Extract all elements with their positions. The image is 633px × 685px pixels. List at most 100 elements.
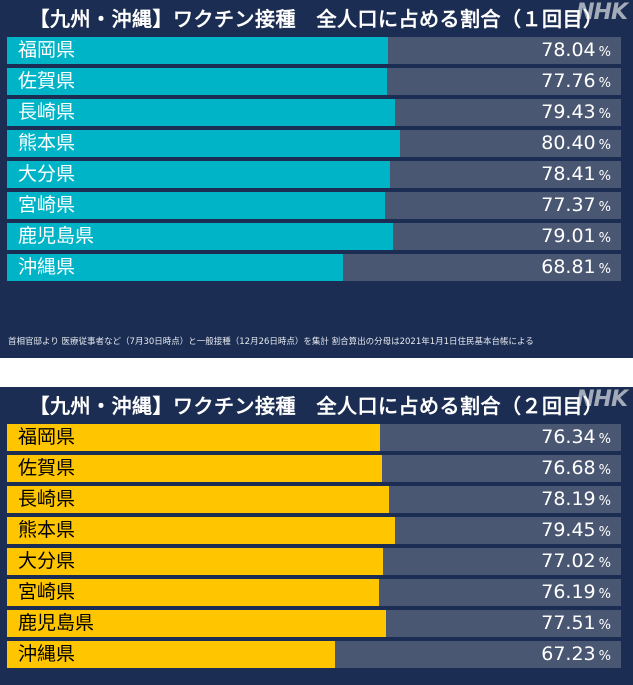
data-label-value: 77.51 <box>541 612 596 634</box>
bar-row: 大分県 77.02% <box>7 548 621 575</box>
data-label-unit: % <box>598 494 611 509</box>
data-label: 76.68% <box>541 455 611 484</box>
data-label-unit: % <box>598 169 611 184</box>
data-label-value: 79.45 <box>541 519 596 541</box>
data-label-value: 78.04 <box>541 39 596 61</box>
bar <box>7 130 400 157</box>
category-label: 鹿児島県 <box>18 612 95 634</box>
data-label: 76.34% <box>541 424 611 453</box>
bar <box>7 254 343 281</box>
data-label-unit: % <box>598 45 611 60</box>
data-label-value: 79.43 <box>541 101 596 123</box>
chart-panel-first-dose: 【九州・沖縄】ワクチン接種 全人口に占める割合（１回目） NHK 福岡県 78.0… <box>0 0 633 358</box>
data-label-value: 76.34 <box>541 426 596 448</box>
category-label: 宮崎県 <box>18 581 76 603</box>
data-label: 76.19% <box>541 579 611 608</box>
data-label-value: 77.76 <box>541 70 596 92</box>
chart-panel-second-dose: 【九州・沖縄】ワクチン接種 全人口に占める割合（２回目） NHK 福岡県 76.3… <box>0 387 633 685</box>
data-label-unit: % <box>598 262 611 277</box>
data-label: 78.41% <box>541 161 611 190</box>
data-label-value: 78.19 <box>541 488 596 510</box>
data-label-unit: % <box>598 432 611 447</box>
category-label: 大分県 <box>18 550 76 572</box>
bar <box>7 37 388 64</box>
bar-row: 鹿児島県 79.01% <box>7 223 621 250</box>
data-label: 68.81% <box>541 254 611 283</box>
bar-row: 沖縄県 67.23% <box>7 641 621 668</box>
data-label-value: 77.02 <box>541 550 596 572</box>
bar <box>7 455 382 482</box>
bar-row: 熊本県 80.40% <box>7 130 621 157</box>
data-label: 80.40% <box>541 130 611 159</box>
data-label-value: 76.68 <box>541 457 596 479</box>
category-label: 沖縄県 <box>18 643 76 665</box>
bar-row: 福岡県 78.04% <box>7 37 621 64</box>
bar-rows: 福岡県 76.34% 佐賀県 76.68% 長崎県 78.19% 熊本県 79.45% 大分県 7… <box>7 424 621 672</box>
category-label: 沖縄県 <box>18 256 76 278</box>
data-label: 77.76% <box>541 68 611 97</box>
data-label-unit: % <box>598 587 611 602</box>
data-label-value: 78.41 <box>541 163 596 185</box>
data-label-value: 80.40 <box>541 132 596 154</box>
data-label-unit: % <box>598 138 611 153</box>
data-label-unit: % <box>598 76 611 91</box>
data-label-value: 68.81 <box>541 256 596 278</box>
data-label: 79.01% <box>541 223 611 252</box>
data-label: 77.02% <box>541 548 611 577</box>
bar <box>7 517 395 544</box>
data-label: 79.43% <box>541 99 611 128</box>
bar-row: 長崎県 79.43% <box>7 99 621 126</box>
nhk-logo: NHK <box>576 0 628 25</box>
bar-row: 鹿児島県 77.51% <box>7 610 621 637</box>
data-label-value: 79.01 <box>541 225 596 247</box>
panel-separator <box>0 358 633 387</box>
bar-row: 福岡県 76.34% <box>7 424 621 451</box>
data-label-value: 77.37 <box>541 194 596 216</box>
nhk-logo: NHK <box>576 387 628 412</box>
bar <box>7 192 385 219</box>
bar <box>7 99 395 126</box>
category-label: 佐賀県 <box>18 457 76 479</box>
bar-row: 宮崎県 77.37% <box>7 192 621 219</box>
chart-title: 【九州・沖縄】ワクチン接種 全人口に占める割合（１回目） <box>29 7 604 31</box>
data-label-unit: % <box>598 525 611 540</box>
bar-rows: 福岡県 78.04% 佐賀県 77.76% 長崎県 79.43% 熊本県 80.40% 大分県 7… <box>7 37 621 285</box>
data-label-unit: % <box>598 463 611 478</box>
category-label: 宮崎県 <box>18 194 76 216</box>
bar <box>7 161 390 188</box>
data-label: 78.19% <box>541 486 611 515</box>
bar-row: 宮崎県 76.19% <box>7 579 621 606</box>
bar-row: 佐賀県 76.68% <box>7 455 621 482</box>
bar <box>7 486 389 513</box>
bar <box>7 548 383 575</box>
data-label-unit: % <box>598 618 611 633</box>
data-label: 77.51% <box>541 610 611 639</box>
data-label-unit: % <box>598 107 611 122</box>
category-label: 長崎県 <box>18 488 76 510</box>
bar <box>7 223 393 250</box>
bar-row: 佐賀県 77.76% <box>7 68 621 95</box>
bar <box>7 579 379 606</box>
bar-row: 熊本県 79.45% <box>7 517 621 544</box>
bar <box>7 610 386 637</box>
category-label: 熊本県 <box>18 132 76 154</box>
bar <box>7 641 335 668</box>
data-label: 79.45% <box>541 517 611 546</box>
bar <box>7 424 380 451</box>
bar-row: 沖縄県 68.81% <box>7 254 621 281</box>
category-label: 福岡県 <box>18 426 76 448</box>
data-label-unit: % <box>598 200 611 215</box>
data-label-value: 67.23 <box>541 643 596 665</box>
data-label-value: 76.19 <box>541 581 596 603</box>
category-label: 長崎県 <box>18 101 76 123</box>
category-label: 佐賀県 <box>18 70 76 92</box>
bar <box>7 68 387 95</box>
category-label: 福岡県 <box>18 39 76 61</box>
bar-row: 長崎県 78.19% <box>7 486 621 513</box>
category-label: 熊本県 <box>18 519 76 541</box>
data-label: 78.04% <box>541 37 611 66</box>
data-label: 77.37% <box>541 192 611 221</box>
data-label-unit: % <box>598 556 611 571</box>
category-label: 大分県 <box>18 163 76 185</box>
bar-row: 大分県 78.41% <box>7 161 621 188</box>
